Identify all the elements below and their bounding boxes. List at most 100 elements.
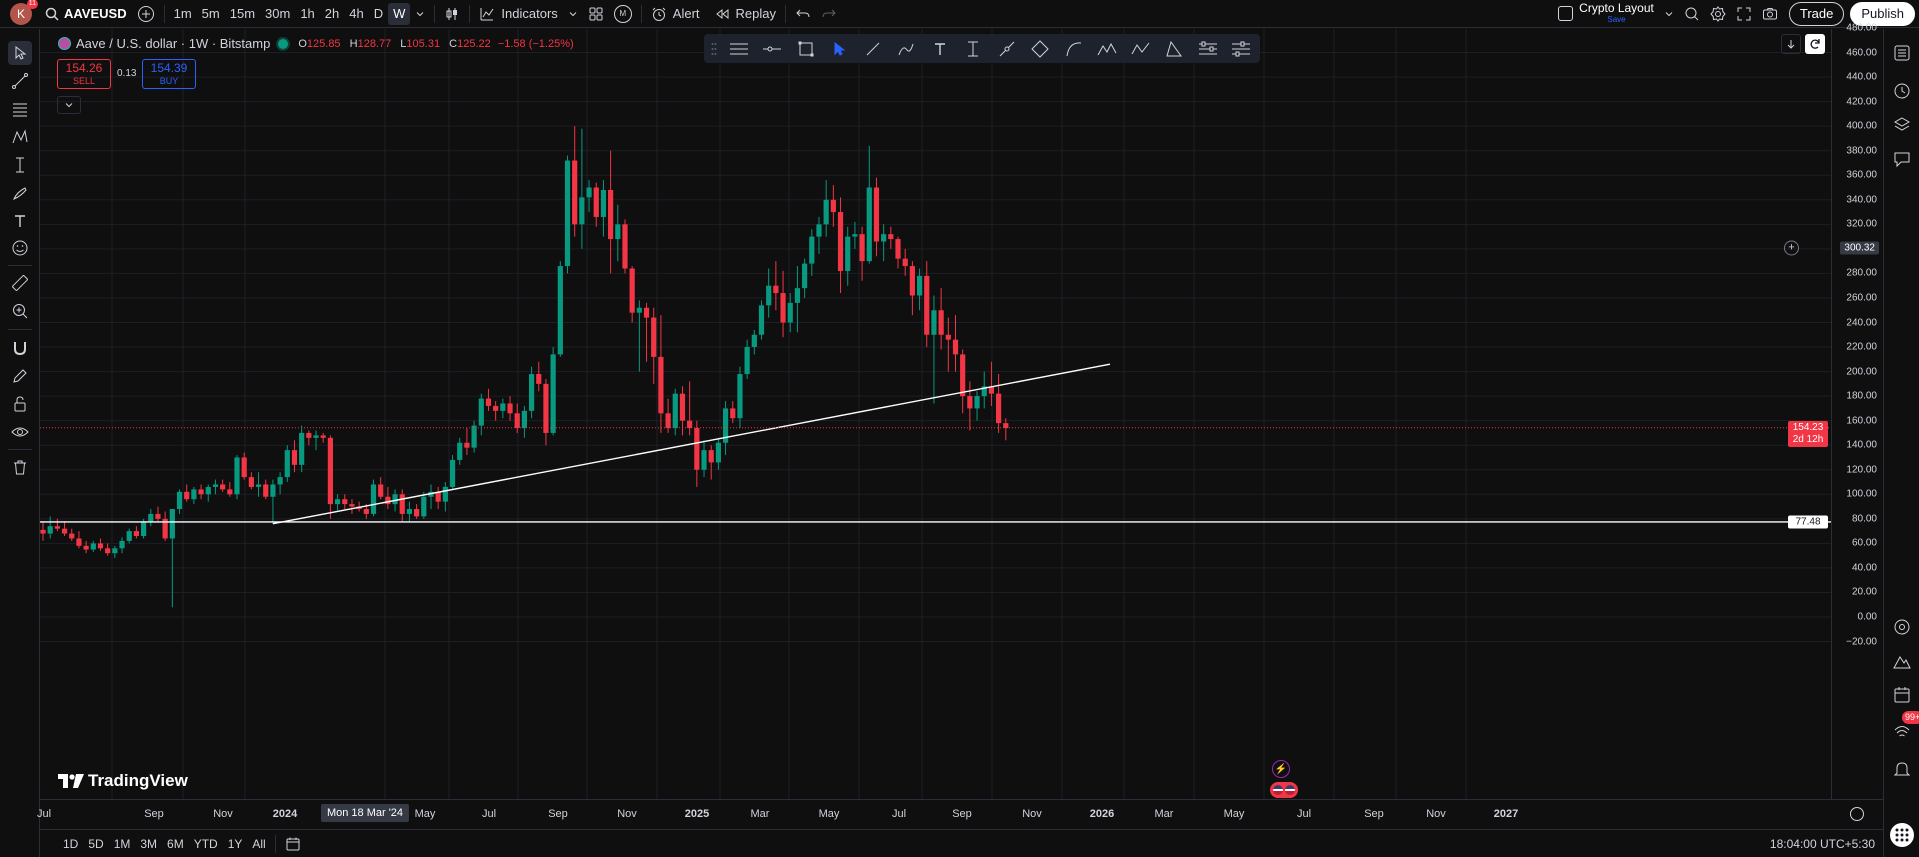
range-3m[interactable]: 3M	[140, 836, 158, 851]
last-price-label[interactable]: 154.23 2d 12h	[1788, 420, 1828, 447]
crosshair-date-label[interactable]: Mon 18 Mar '24	[320, 804, 410, 822]
trend-line-tool[interactable]	[8, 69, 32, 93]
range-all[interactable]: All	[252, 836, 266, 851]
goto-date-button[interactable]	[280, 833, 306, 855]
indicators-button[interactable]: Indicators	[474, 3, 562, 25]
horizontal-line-price-label[interactable]: 77.48	[1788, 515, 1828, 529]
xabcd-tool[interactable]	[1092, 37, 1122, 61]
emoji-tool[interactable]	[8, 236, 32, 260]
add-alert-plus-icon[interactable]: +	[1784, 240, 1799, 256]
alert-button[interactable]: Alert	[646, 3, 705, 25]
path-tool[interactable]	[992, 37, 1022, 61]
reset-chart-button[interactable]	[1805, 34, 1825, 54]
interval-15m[interactable]: 15m	[229, 6, 256, 21]
time-axis[interactable]: Jul Sep Nov 2024 May Jul Sep Nov 2025 Mar May Jul Se…	[37, 799, 1883, 829]
stay-in-drawing-tool[interactable]	[8, 364, 32, 388]
pine-editor-button[interactable]	[1890, 615, 1914, 639]
apps-button[interactable]	[1890, 823, 1914, 847]
interval-1m[interactable]: 1m	[173, 6, 192, 21]
range-1m[interactable]: 1M	[113, 836, 131, 851]
select-tool[interactable]	[824, 37, 854, 61]
market-status-icon[interactable]	[278, 38, 289, 49]
watchlist-button[interactable]	[1890, 41, 1914, 65]
projection-tool[interactable]	[8, 153, 32, 177]
chart-type-button[interactable]	[439, 3, 465, 25]
range-1y[interactable]: 1Y	[227, 836, 243, 851]
ruler-tool[interactable]	[8, 271, 32, 295]
text-tool[interactable]	[8, 209, 32, 233]
text-tool-alt[interactable]	[925, 37, 955, 61]
range-1d[interactable]: 1D	[63, 836, 79, 851]
templates-button[interactable]	[583, 3, 609, 25]
symbol-search-button[interactable]: AAVEUSD	[40, 3, 132, 25]
horizontal-lines-tool[interactable]	[724, 37, 754, 61]
diamond-tool[interactable]	[1025, 37, 1055, 61]
interval-d[interactable]: D	[373, 6, 384, 21]
curve-tool[interactable]	[1059, 37, 1089, 61]
chat-button[interactable]	[1890, 147, 1914, 171]
lock-drawings-tool[interactable]	[8, 392, 32, 416]
event-lightning-icon[interactable]: ⚡	[1272, 760, 1290, 778]
magnet-tool[interactable]	[8, 336, 32, 360]
abcd-tool[interactable]	[1126, 37, 1156, 61]
legend-title[interactable]: Aave / U.S. dollar · 1W · Bitstamp	[76, 36, 271, 51]
price-axis[interactable]: 480.00 460.00 440.00 420.00 400.00 380.00 360.…	[1784, 23, 1883, 799]
range-ytd[interactable]: YTD	[193, 836, 218, 851]
interval-4h[interactable]: 4h	[349, 6, 364, 21]
range-5d[interactable]: 5D	[88, 836, 104, 851]
price-chart[interactable]	[40, 29, 1831, 799]
cursor-tool[interactable]	[8, 41, 32, 65]
user-avatar[interactable]: K 11	[10, 0, 38, 25]
interval-w[interactable]: W	[388, 2, 411, 25]
hide-drawings-tool[interactable]	[8, 420, 32, 444]
notifications-button[interactable]: 99+	[1890, 711, 1919, 743]
interval-2h[interactable]: 2h	[324, 6, 340, 21]
scroll-to-latest-button[interactable]	[1781, 34, 1801, 54]
fib-tool[interactable]	[8, 97, 32, 121]
pattern-tool[interactable]	[8, 125, 32, 149]
interval-1h[interactable]: 1h	[300, 6, 315, 21]
range-6m[interactable]: 6M	[167, 836, 184, 851]
snapshot-button[interactable]	[1757, 3, 1783, 25]
layout-dropdown[interactable]	[1659, 3, 1679, 25]
settings-sliders-tool[interactable]	[1227, 37, 1257, 61]
trade-button[interactable]: Trade	[1788, 1, 1845, 26]
highlighter-tool[interactable]	[891, 37, 921, 61]
sell-button[interactable]: 154.26 SELL	[57, 59, 111, 89]
trend-line[interactable]	[272, 363, 1111, 525]
layout-button[interactable]: Crypto Layout Save	[1553, 2, 1659, 25]
tv-badge-button[interactable]: M	[609, 3, 637, 25]
fullscreen-button[interactable]	[1731, 3, 1757, 25]
interval-5m[interactable]: 5m	[201, 6, 220, 21]
zoom-tool[interactable]	[8, 299, 32, 323]
remove-drawings-tool[interactable]	[8, 455, 32, 479]
price-range-tool[interactable]	[958, 37, 988, 61]
buy-button[interactable]: 154.39 BUY	[142, 59, 196, 89]
line-tool[interactable]	[858, 37, 888, 61]
triangle-tool[interactable]	[1160, 37, 1190, 61]
chart-pane[interactable]: TradingView ⚡	[40, 29, 1831, 799]
publish-button[interactable]: Publish	[1850, 1, 1915, 26]
alerts-panel-button[interactable]	[1890, 79, 1914, 103]
horizontal-ray-tool[interactable]	[757, 37, 787, 61]
bell-button[interactable]	[1890, 757, 1914, 781]
redo-button[interactable]	[816, 3, 842, 25]
clock[interactable]: 18:04:00 UTC+5:30	[1769, 836, 1875, 851]
undo-button[interactable]	[790, 3, 816, 25]
strategy-button[interactable]	[1890, 649, 1914, 673]
object-tree-tool[interactable]	[1193, 37, 1223, 61]
indicators-dropdown[interactable]	[563, 3, 583, 25]
drag-handle[interactable]	[708, 37, 720, 61]
replay-button[interactable]: Replay	[709, 3, 781, 25]
calendar-panel-button[interactable]	[1890, 683, 1914, 707]
time-axis-settings-icon[interactable]	[1850, 807, 1864, 821]
quick-search-button[interactable]	[1679, 3, 1705, 25]
compare-symbol-button[interactable]	[132, 3, 160, 25]
brush-tool[interactable]	[8, 181, 32, 205]
legend-collapse-button[interactable]	[57, 96, 81, 114]
interval-30m[interactable]: 30m	[265, 6, 291, 21]
layers-button[interactable]	[1890, 113, 1914, 137]
rectangle-tool[interactable]	[791, 37, 821, 61]
interval-dropdown[interactable]	[410, 3, 430, 25]
event-flag-icon[interactable]	[1270, 782, 1298, 798]
